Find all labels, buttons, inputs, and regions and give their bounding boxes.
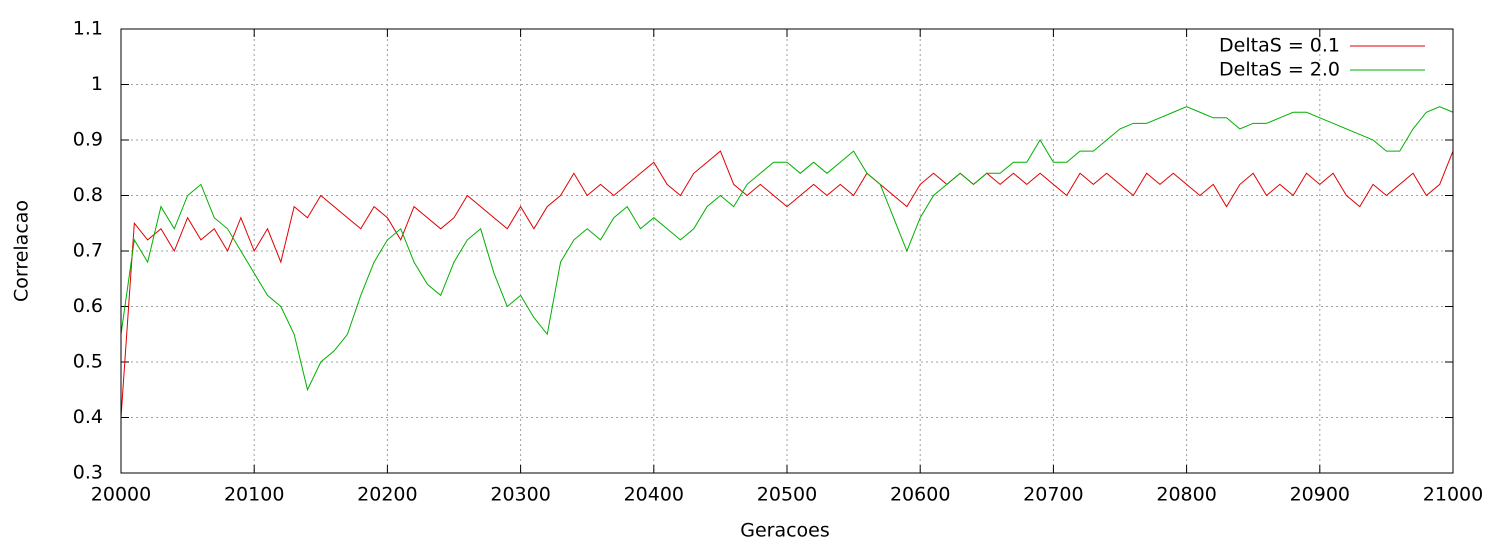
plot-frame	[120, 28, 1454, 474]
y-axis-label: Correlacao	[11, 200, 33, 302]
y-tick-label: 0.9	[73, 129, 103, 151]
x-tick-label: 20800	[1156, 484, 1216, 506]
x-tick-label: 20600	[890, 484, 950, 506]
x-tick-label: 20200	[357, 484, 417, 506]
legend-label: DeltaS = 2.0	[1219, 59, 1340, 81]
y-tick-label: 0.8	[73, 184, 103, 206]
x-tick-label: 20100	[224, 484, 284, 506]
x-tick-label: 21000	[1423, 484, 1483, 506]
data-line	[120, 106, 1454, 392]
y-tick-label: 0.7	[73, 240, 103, 262]
x-tick-label: 20400	[624, 484, 684, 506]
x-tick-label: 20700	[1023, 484, 1083, 506]
legend-label: DeltaS = 0.1	[1219, 35, 1340, 57]
x-tick-label: 20300	[490, 484, 550, 506]
data-line	[120, 150, 1454, 418]
y-tick-label: 1.1	[73, 18, 103, 40]
x-tick-label: 20900	[1290, 484, 1350, 506]
x-tick-label: 20000	[91, 484, 151, 506]
y-tick-label: 1	[91, 73, 103, 95]
x-axis-label: Geracoes	[740, 520, 830, 542]
y-tick-label: 0.3	[73, 462, 103, 484]
y-tick-label: 0.4	[73, 406, 103, 428]
y-tick-label: 0.6	[73, 295, 103, 317]
y-tick-label: 0.5	[73, 351, 103, 373]
x-tick-label: 20500	[757, 484, 817, 506]
